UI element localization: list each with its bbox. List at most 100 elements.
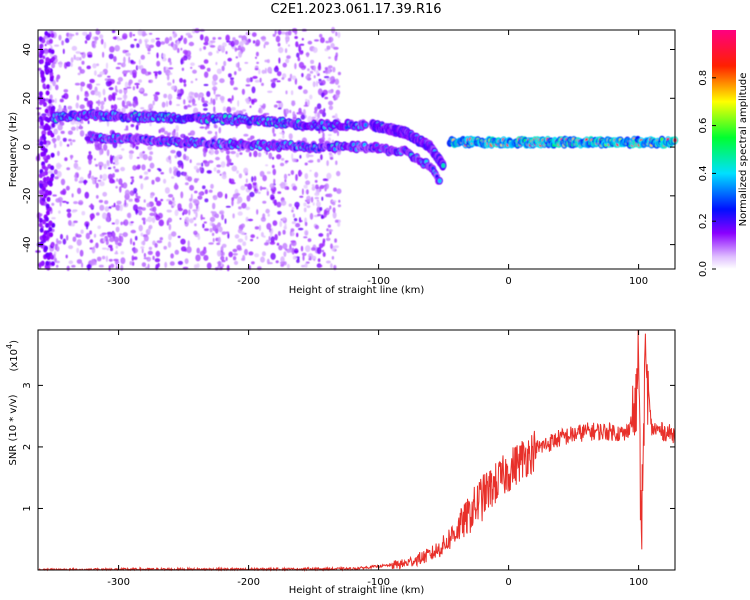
colorbar-ticks: 0.0 0.2 0.4 0.6 0.8 <box>698 70 716 277</box>
noise-speck <box>143 219 146 225</box>
noise-speck <box>86 100 91 108</box>
noise-speck <box>169 61 172 66</box>
noise-speck <box>306 195 311 202</box>
noise-speck <box>75 51 81 54</box>
noise-speck <box>44 87 47 90</box>
noise-speck <box>334 238 337 243</box>
noise-speck <box>236 170 240 174</box>
noise-speck <box>102 212 107 220</box>
noise-speck <box>317 213 322 217</box>
noise-speck <box>251 32 257 37</box>
noise-speck <box>132 86 135 91</box>
noise-speck <box>112 162 115 165</box>
noise-speck <box>128 56 131 64</box>
noise-speck <box>79 104 85 110</box>
noise-speck <box>53 169 58 175</box>
noise-speck <box>254 188 258 192</box>
noise-speck <box>108 87 114 91</box>
noise-speck <box>98 264 104 268</box>
noise-speck <box>296 52 300 58</box>
noise-speck <box>132 34 135 37</box>
noise-speck <box>189 130 196 136</box>
noise-speck <box>39 183 43 189</box>
noise-speck <box>251 86 256 94</box>
noise-speck <box>206 170 212 174</box>
noise-speck <box>327 133 332 137</box>
noise-speck <box>279 220 283 228</box>
noise-speck <box>262 200 267 204</box>
noise-speck <box>88 158 92 165</box>
noise-speck <box>319 138 322 143</box>
noise-speck <box>160 41 166 45</box>
noise-speck <box>42 234 46 240</box>
noise-speck <box>111 222 116 225</box>
y-scale-prefix: (x10 <box>9 349 20 372</box>
noise-speck <box>184 216 190 223</box>
noise-speck <box>322 132 325 138</box>
noise-speck <box>208 51 213 56</box>
noise-speck <box>244 61 249 64</box>
noise-speck <box>246 195 251 202</box>
noise-speck <box>148 224 153 230</box>
noise-speck <box>131 261 135 266</box>
noise-speck <box>104 200 109 205</box>
noise-speck <box>95 164 98 167</box>
noise-speck <box>245 97 250 103</box>
noise-speck <box>265 164 269 167</box>
noise-speck <box>81 60 85 65</box>
noise-speck <box>78 200 84 206</box>
noise-speck <box>114 169 120 173</box>
noise-speck <box>215 213 219 219</box>
noise-speck <box>56 170 62 178</box>
noise-speck <box>241 88 245 95</box>
noise-speck <box>212 37 216 40</box>
noise-speck <box>238 50 243 58</box>
noise-speck <box>296 232 299 238</box>
noise-speck <box>303 184 308 189</box>
noise-speck <box>238 67 242 72</box>
noise-speck <box>334 113 338 120</box>
noise-speck <box>154 258 161 263</box>
noise-speck <box>305 52 310 58</box>
noise-speck <box>202 185 206 190</box>
noise-speck <box>155 37 160 40</box>
noise-speck <box>267 90 273 94</box>
noise-speck <box>217 260 222 266</box>
noise-speck <box>204 198 209 203</box>
noise-speck <box>337 130 339 137</box>
noise-speck <box>184 258 189 264</box>
noise-speck <box>187 132 192 136</box>
noise-speck <box>231 95 234 101</box>
noise-speck <box>65 37 70 44</box>
noise-speck <box>66 201 69 204</box>
noise-speck <box>55 76 59 83</box>
noise-speck <box>321 214 324 219</box>
noise-speck <box>113 202 116 207</box>
noise-speck <box>290 90 294 96</box>
noise-speck <box>108 53 114 60</box>
noise-speck <box>279 261 286 265</box>
noise-speck <box>84 92 89 98</box>
noise-speck <box>122 33 128 40</box>
noise-speck <box>216 50 220 54</box>
noise-speck <box>318 109 324 114</box>
noise-speck <box>123 105 129 109</box>
noise-speck <box>138 59 141 65</box>
noise-speck <box>76 247 80 254</box>
noise-speck <box>203 221 207 224</box>
noise-speck <box>116 200 122 205</box>
noise-speck <box>270 236 275 243</box>
noise-speck <box>123 56 126 64</box>
noise-speck <box>111 105 114 110</box>
noise-speck <box>276 71 282 77</box>
noise-speck <box>256 236 259 240</box>
noise-speck <box>326 207 329 211</box>
noise-speck <box>248 251 254 256</box>
noise-speck <box>337 71 341 76</box>
noise-speck <box>171 205 174 209</box>
noise-speck <box>128 198 133 202</box>
noise-speck <box>298 227 304 231</box>
noise-speck <box>261 187 267 190</box>
noise-speck <box>72 139 76 143</box>
noise-speck <box>96 63 100 67</box>
